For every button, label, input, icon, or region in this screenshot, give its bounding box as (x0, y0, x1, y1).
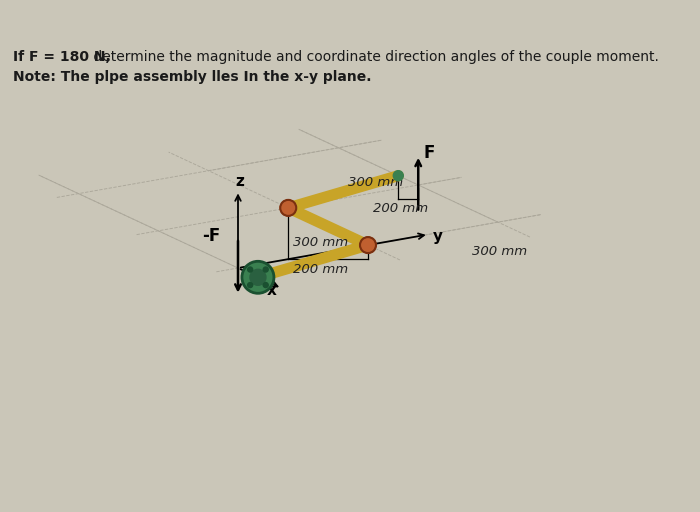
Circle shape (263, 283, 268, 288)
Text: Note: The plpe assembly lles In the x-y plane.: Note: The plpe assembly lles In the x-y … (13, 70, 372, 84)
Text: z: z (236, 174, 244, 189)
Text: 200 mm: 200 mm (293, 263, 348, 275)
Text: 300 mm: 300 mm (293, 236, 349, 249)
Text: determine the magnitude and coordinate direction angles of the couple moment.: determine the magnitude and coordinate d… (89, 50, 659, 64)
Text: If F = 180 N,: If F = 180 N, (13, 50, 111, 64)
Text: 200 mm: 200 mm (372, 202, 428, 216)
Circle shape (280, 200, 296, 216)
Circle shape (242, 261, 274, 293)
Circle shape (250, 269, 266, 285)
Text: y: y (433, 229, 442, 244)
Circle shape (263, 267, 268, 272)
Circle shape (248, 267, 253, 272)
Circle shape (248, 283, 253, 288)
Circle shape (360, 237, 376, 253)
Text: F: F (424, 144, 435, 162)
Text: x: x (267, 283, 276, 298)
Circle shape (393, 170, 403, 181)
Text: -F: -F (202, 227, 220, 245)
Text: 300 mm: 300 mm (473, 245, 528, 258)
Text: 300 mm: 300 mm (348, 176, 402, 189)
